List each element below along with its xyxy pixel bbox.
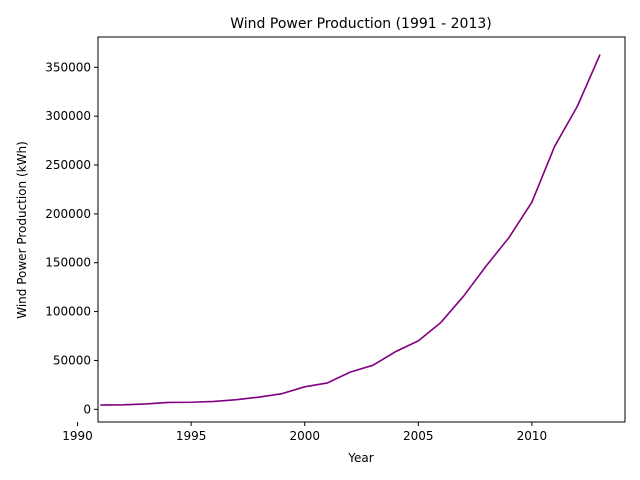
x-tick-label: 2000 bbox=[289, 429, 320, 443]
y-tick-label: 150000 bbox=[45, 256, 91, 270]
y-tick-label: 200000 bbox=[45, 207, 91, 221]
y-tick-label: 350000 bbox=[45, 60, 91, 74]
x-tick-label: 2010 bbox=[517, 429, 548, 443]
y-tick-label: 0 bbox=[83, 402, 91, 416]
chart-title: Wind Power Production (1991 - 2013) bbox=[230, 16, 491, 32]
x-tick-label: 1995 bbox=[176, 429, 207, 443]
x-axis-label: Year bbox=[347, 451, 373, 465]
x-tick-label: 2005 bbox=[403, 429, 434, 443]
y-tick-label: 50000 bbox=[53, 353, 91, 367]
x-tick-label: 1990 bbox=[62, 429, 93, 443]
series-line bbox=[100, 54, 601, 406]
axis-ticks: 1990 1995 2000 2005 2010 0 50000 100000 150000 20… bbox=[45, 60, 547, 443]
y-tick-label: 250000 bbox=[45, 158, 91, 172]
plot-area bbox=[100, 54, 601, 406]
y-axis-label: Wind Power Production (kWh) bbox=[15, 141, 29, 319]
axes-frame bbox=[97, 36, 626, 423]
y-tick-label: 300000 bbox=[45, 109, 91, 123]
y-tick-label: 100000 bbox=[45, 305, 91, 319]
